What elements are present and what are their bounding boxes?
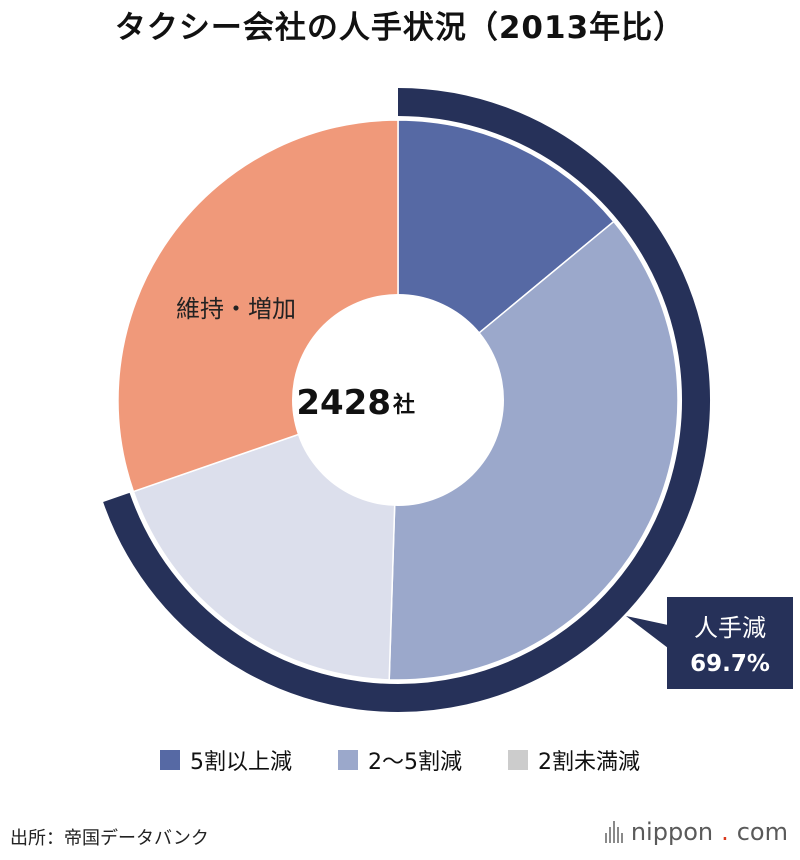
source-note: 出所：帝国データバンク xyxy=(10,828,209,849)
nippon-com-logo: nippon. com xyxy=(604,818,788,846)
legend-item-2wari-miman: 2割未満減 xyxy=(508,744,640,776)
donut-hole xyxy=(292,294,504,506)
legend-swatch xyxy=(508,750,528,770)
decrease-total-ring xyxy=(103,88,710,712)
legend-item-2-5wari: 2〜5割減 xyxy=(338,744,462,776)
brand-dot: . xyxy=(721,818,729,846)
legend-item-5wari-ijo: 5割以上減 xyxy=(160,744,292,776)
brand-name: nippon xyxy=(630,818,714,846)
annotation-callout: 人手減 69.7% xyxy=(626,597,793,689)
callout-label: 人手減 xyxy=(694,614,766,642)
brand-tld: com xyxy=(736,818,788,846)
legend-swatch xyxy=(338,750,358,770)
callout-value: 69.7% xyxy=(690,651,770,677)
center-total-unit: 社 xyxy=(393,392,415,418)
chart-title: タクシー会社の人手状況（2013年比） xyxy=(114,10,686,46)
callout-box xyxy=(667,597,793,689)
center-total-number: 2428 xyxy=(296,383,391,423)
legend-label: 5割以上減 xyxy=(190,750,292,775)
pie-slice-2 xyxy=(388,220,679,681)
annotation-ring-layer xyxy=(103,88,710,712)
legend: 5割以上減 2〜5割減 2割未満減 xyxy=(0,744,800,776)
slice-label-maintain-increase: 維持・増加 xyxy=(176,295,296,323)
legend-swatch xyxy=(160,750,180,770)
sound-bars-icon xyxy=(604,821,623,843)
legend-label: 2割未満減 xyxy=(538,750,640,775)
legend-label: 2〜5割減 xyxy=(368,750,462,775)
callout-pointer xyxy=(626,616,668,648)
